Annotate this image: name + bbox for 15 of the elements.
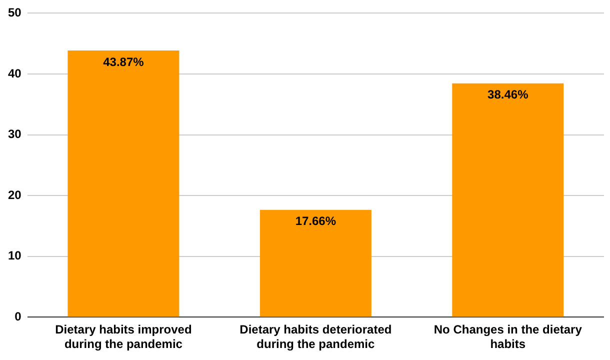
x-tick-label: Dietary habits deteriorated during the pandemic bbox=[240, 322, 392, 352]
data-label: 43.87% bbox=[103, 54, 144, 69]
y-tick-label: 30 bbox=[8, 127, 22, 142]
x-tick-label: No Changes in the dietary habits bbox=[434, 322, 582, 352]
data-label: 38.46% bbox=[488, 88, 529, 102]
y-tick-label: 40 bbox=[8, 66, 22, 80]
bar bbox=[452, 83, 564, 317]
y-tick-label: 20 bbox=[8, 188, 22, 202]
bar bbox=[260, 210, 372, 317]
y-tick-label: 0 bbox=[14, 310, 22, 324]
y-tick-label: 10 bbox=[8, 248, 22, 263]
data-label: 17.66% bbox=[295, 214, 336, 228]
x-tick-label: Dietary habits improved during the pandemic bbox=[55, 322, 192, 352]
bar bbox=[68, 50, 180, 317]
y-tick-label: 50 bbox=[8, 6, 22, 20]
